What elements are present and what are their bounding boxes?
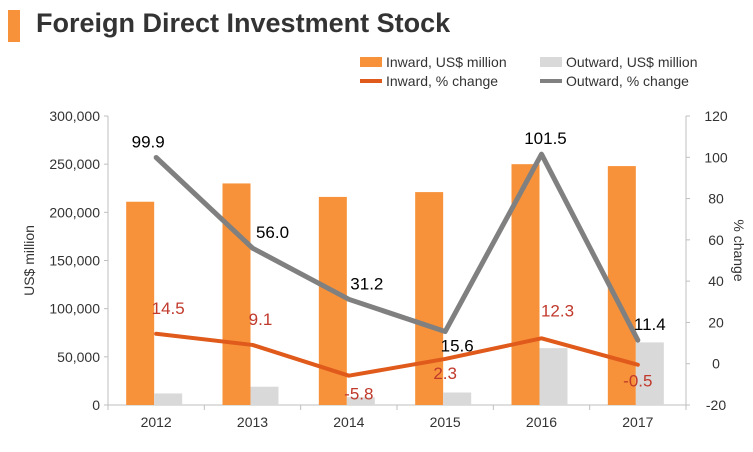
y-right-tick-label: 20	[708, 314, 724, 330]
y-right-tick-label: 60	[708, 232, 724, 248]
title-accent-bar	[8, 10, 20, 42]
y-left-axis-title: US$ million	[21, 225, 37, 296]
outward-bar	[443, 392, 472, 405]
legend-swatch	[540, 57, 562, 67]
y-left-tick-label: 200,000	[49, 204, 100, 220]
y-right-axis-title: % change	[731, 219, 747, 281]
y-right-tick-label: -20	[706, 397, 726, 413]
y-right-tick-label: 80	[708, 191, 724, 207]
inward-pct-data-label: 12.3	[541, 301, 574, 320]
x-tick-label: 2014	[333, 414, 364, 430]
x-tick-label: 2017	[622, 414, 653, 430]
outward-bar	[346, 397, 375, 405]
x-tick-label: 2015	[430, 414, 461, 430]
y-left-tick-label: 150,000	[49, 253, 100, 269]
inward-pct-data-label: -0.5	[623, 372, 652, 391]
y-left-tick-label: 250,000	[49, 156, 100, 172]
inward-bar	[415, 192, 444, 405]
x-tick-label: 2013	[237, 414, 268, 430]
y-left-tick-label: 100,000	[49, 301, 100, 317]
outward-pct-data-label: 56.0	[256, 223, 289, 242]
outward-bar	[154, 393, 183, 405]
y-left-tick-label: 0	[92, 397, 100, 413]
y-right-tick-label: 0	[712, 356, 720, 372]
inward-pct-line	[154, 331, 640, 378]
legend-swatch	[360, 57, 382, 67]
inward-bar	[607, 166, 636, 405]
x-tick-label: 2016	[526, 414, 557, 430]
y-right-tick-label: 120	[704, 108, 728, 124]
inward-bar	[222, 183, 251, 405]
legend-label: Inward, % change	[386, 73, 498, 89]
y-right-tick-label: 100	[704, 149, 728, 165]
outward-pct-data-label: 101.5	[524, 129, 567, 148]
inward-pct-data-label: 14.5	[152, 299, 185, 318]
chart-title: Foreign Direct Investment Stock	[36, 8, 451, 38]
legend-label: Outward, US$ million	[566, 54, 698, 70]
inward-pct-data-label: 9.1	[249, 310, 273, 329]
outward-pct-data-label: 99.9	[132, 132, 165, 151]
y-right-tick-label: 40	[708, 273, 724, 289]
outward-pct-data-label: 31.2	[350, 274, 383, 293]
legend-label: Outward, % change	[566, 73, 689, 89]
outward-pct-line	[153, 151, 641, 343]
inward-pct-data-label: -5.8	[344, 385, 373, 404]
x-tick-label: 2012	[141, 414, 172, 430]
y-left-tick-label: 50,000	[57, 349, 100, 365]
y-left-tick-label: 300,000	[49, 108, 100, 124]
outward-pct-data-label: 15.6	[441, 337, 474, 356]
inward-bar	[126, 201, 155, 405]
outward-bar	[250, 386, 279, 405]
outward-pct-data-label: 11.4	[634, 315, 666, 334]
outward-bar	[539, 348, 568, 405]
legend-label: Inward, US$ million	[386, 54, 507, 70]
inward-pct-data-label: 2.3	[433, 364, 457, 383]
outward-bar	[635, 342, 664, 405]
